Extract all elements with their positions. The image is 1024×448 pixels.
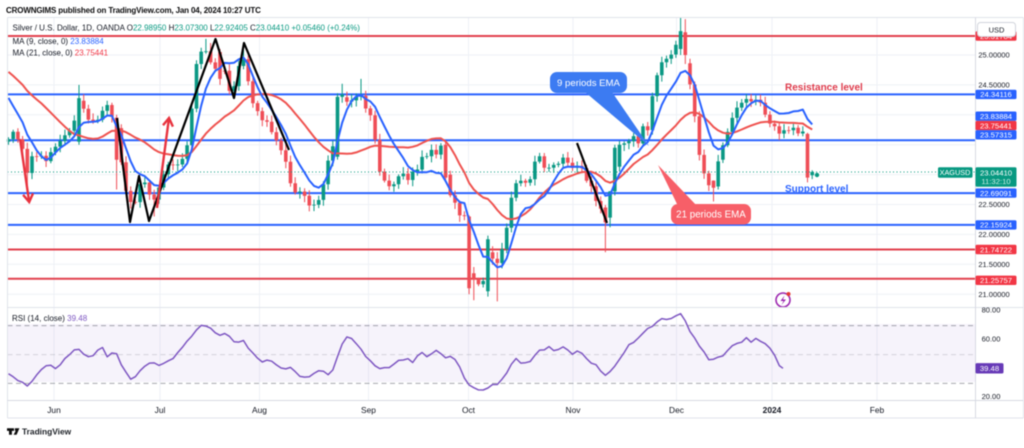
svg-text:RSI (14, close) 39.48: RSI (14, close) 39.48 [12, 314, 88, 323]
svg-text:20.00: 20.00 [982, 392, 1001, 401]
svg-text:Jun: Jun [47, 405, 61, 415]
svg-text:21.00000: 21.00000 [978, 290, 1009, 299]
svg-text:Nov: Nov [566, 405, 582, 415]
svg-text:11:32:10: 11:32:10 [981, 177, 1010, 186]
svg-text:MA (9, close, 0) 23.83884: MA (9, close, 0) 23.83884 [13, 37, 105, 46]
svg-text:23.83884: 23.83884 [980, 112, 1013, 121]
svg-text:24.50000: 24.50000 [978, 81, 1009, 90]
svg-text:21 periods EMA: 21 periods EMA [676, 210, 746, 221]
svg-text:Dec: Dec [669, 405, 684, 415]
svg-text:80.00: 80.00 [982, 305, 1001, 314]
svg-text:2024: 2024 [763, 405, 782, 415]
svg-text:Support level: Support level [785, 184, 849, 195]
svg-text:Feb: Feb [870, 405, 885, 415]
svg-text:MA (21, close, 0) 23.75441: MA (21, close, 0) 23.75441 [13, 49, 109, 58]
svg-text:23.04410: 23.04410 [980, 168, 1012, 177]
svg-text:Jul: Jul [155, 405, 166, 415]
svg-text:24.34116: 24.34116 [980, 90, 1012, 99]
svg-text:39.48: 39.48 [980, 364, 999, 373]
svg-text:9 periods EMA: 9 periods EMA [557, 78, 621, 89]
svg-text:25.00000: 25.00000 [978, 51, 1009, 60]
svg-text:XAGUSD: XAGUSD [940, 168, 971, 177]
svg-text:Oct: Oct [462, 405, 476, 415]
svg-text:22.69091: 22.69091 [980, 189, 1012, 198]
svg-text:22.15924: 22.15924 [980, 221, 1013, 230]
svg-text:TradingView: TradingView [22, 426, 72, 436]
svg-text:22.50000: 22.50000 [978, 200, 1009, 209]
svg-text:Sep: Sep [361, 405, 376, 415]
svg-text:USD: USD [989, 26, 1005, 35]
svg-text:21.74722: 21.74722 [980, 245, 1012, 254]
svg-text:60.00: 60.00 [982, 334, 1001, 343]
svg-text:21.25757: 21.25757 [980, 276, 1012, 285]
svg-text:22.00000: 22.00000 [978, 230, 1009, 239]
svg-text:23.57315: 23.57315 [980, 131, 1012, 140]
svg-text:CROWNGIMS published on Trading: CROWNGIMS published on TradingView.com, … [6, 6, 261, 15]
svg-text:21.50000: 21.50000 [978, 260, 1009, 269]
svg-text:Resistance level: Resistance level [785, 83, 863, 94]
svg-text:Aug: Aug [252, 405, 267, 415]
svg-text:Silver / U.S. Dollar, 1D, OAND: Silver / U.S. Dollar, 1D, OANDA O22.9895… [13, 24, 361, 33]
svg-text:23.75441: 23.75441 [980, 121, 1012, 130]
